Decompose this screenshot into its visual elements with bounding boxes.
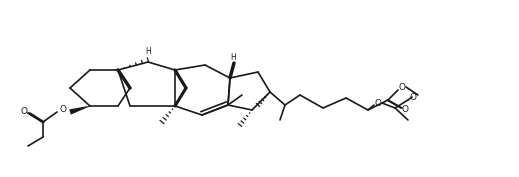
Text: H: H bbox=[145, 47, 151, 56]
Polygon shape bbox=[69, 106, 90, 115]
Text: O: O bbox=[409, 93, 417, 101]
Text: O: O bbox=[402, 105, 408, 115]
Text: H: H bbox=[230, 53, 236, 62]
Text: O: O bbox=[375, 98, 381, 107]
Text: O: O bbox=[60, 105, 66, 115]
Polygon shape bbox=[229, 62, 234, 78]
Text: O: O bbox=[20, 107, 28, 116]
Text: O: O bbox=[399, 82, 405, 92]
